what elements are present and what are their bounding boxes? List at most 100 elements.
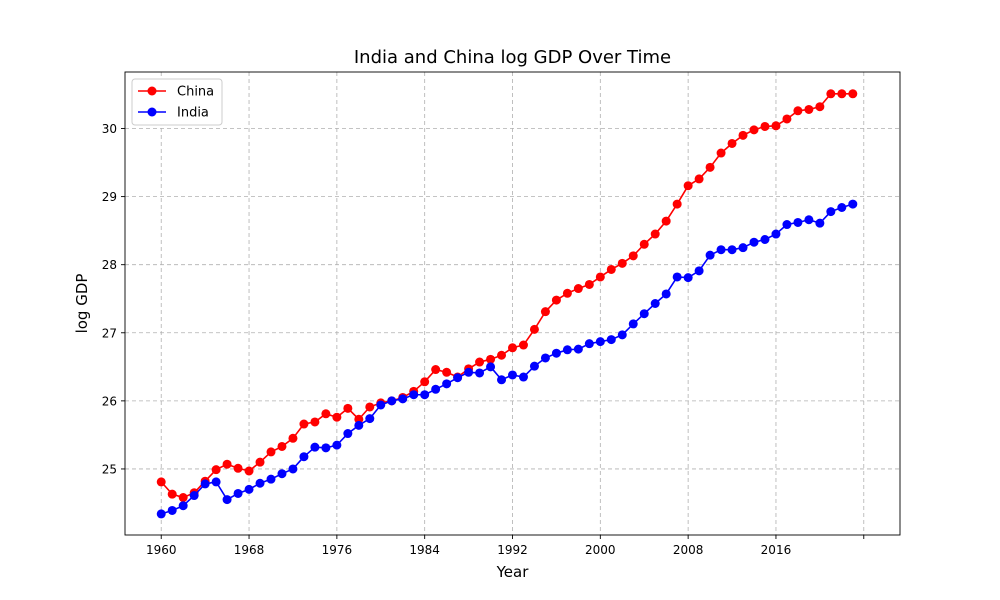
china-data-point [672, 199, 682, 209]
legend-india-marker [147, 107, 157, 117]
china-data-point [815, 102, 825, 112]
india-data-point [299, 452, 309, 462]
india-data-point [518, 372, 528, 382]
china-data-point [178, 493, 188, 503]
india-data-point [716, 245, 726, 255]
india-data-point [793, 217, 803, 227]
y-tick-label: 30 [102, 122, 117, 136]
china-data-point [365, 402, 375, 412]
india-data-point [837, 203, 847, 212]
india-data-point [529, 361, 539, 371]
india-data-point [508, 370, 517, 380]
china-data-point [299, 419, 309, 429]
legend-india-label: India [177, 106, 209, 121]
china-series-line [160, 92, 853, 499]
india-data-point [551, 348, 561, 358]
y-tick-label: 26 [102, 394, 117, 408]
india-data-point [584, 339, 594, 349]
china-data-point [848, 89, 858, 99]
india-data-point [464, 367, 474, 377]
china-data-point [738, 130, 748, 140]
india-data-point [398, 394, 408, 404]
china-data-point [683, 181, 693, 191]
china-data-point [266, 447, 276, 457]
y-tick-label: 27 [102, 326, 117, 340]
china-data-point [277, 441, 287, 451]
x-tick-label: 2008 [673, 543, 704, 557]
china-data-point [760, 121, 770, 131]
china-data-point [431, 365, 441, 375]
india-data-point [233, 488, 243, 498]
india-data-point [431, 384, 441, 394]
india-data-point [321, 443, 331, 453]
x-tick-label: 1960 [146, 543, 177, 557]
india-data-point [760, 235, 770, 244]
china-data-point [508, 343, 517, 353]
india-data-point [156, 509, 166, 519]
india-data-point [387, 396, 397, 406]
china-data-point [420, 377, 430, 387]
india-series-line [160, 203, 854, 515]
china-data-point [573, 284, 583, 294]
india-data-point [628, 319, 638, 329]
y-tick-label: 29 [102, 190, 117, 204]
legend-china-marker [147, 86, 157, 96]
india-data-point [277, 469, 287, 479]
china-data-point [310, 417, 320, 427]
china-data-point [606, 264, 616, 274]
china-data-point [233, 463, 243, 473]
india-data-point [409, 390, 419, 400]
grid [125, 72, 900, 535]
india-data-point [497, 375, 507, 385]
china-data-point [837, 89, 847, 99]
china-data-point [727, 138, 737, 148]
china-data-point [540, 307, 550, 317]
india-data-point [178, 501, 188, 511]
india-data-point [650, 299, 660, 308]
india-data-point [749, 237, 759, 247]
china-data-point [584, 279, 594, 289]
series-group [156, 89, 858, 519]
india-data-point [189, 491, 199, 501]
india-data-point [661, 289, 671, 299]
india-data-point [486, 362, 496, 372]
india-data-point [804, 215, 814, 225]
india-data-point [354, 420, 364, 430]
india-data-point [332, 440, 342, 450]
india-data-point [826, 207, 836, 217]
series-india [156, 199, 858, 519]
china-data-point [288, 433, 298, 443]
y-axis-label: log GDP [73, 274, 91, 334]
china-data-point [332, 412, 342, 422]
series-china [156, 89, 858, 503]
india-data-point [573, 344, 583, 354]
china-data-point [628, 251, 638, 261]
china-data-point [617, 258, 627, 268]
india-data-point [639, 309, 649, 319]
india-data-point [365, 414, 375, 424]
india-data-point [771, 229, 781, 239]
india-data-point [453, 373, 463, 383]
legend-china-label: China [177, 85, 214, 100]
y-tick-label: 28 [102, 258, 117, 272]
china-data-point [156, 477, 166, 487]
india-data-point [211, 477, 221, 487]
x-tick-label: 1976 [322, 543, 353, 557]
legend: China India [131, 78, 223, 126]
india-data-point [705, 250, 715, 260]
china-data-point [793, 106, 803, 116]
india-data-point [200, 479, 210, 489]
india-data-point [727, 245, 737, 255]
y-axis: 25 26 27 28 29 30 [102, 122, 125, 476]
india-data-point [222, 495, 232, 505]
india-data-point [694, 266, 704, 276]
y-tick-label: 25 [102, 462, 117, 476]
china-data-point [782, 114, 792, 124]
china-data-point [529, 324, 539, 334]
india-data-point [475, 368, 485, 378]
china-data-point [211, 465, 221, 475]
india-data-point [420, 390, 430, 400]
india-data-point [343, 429, 353, 439]
india-data-point [738, 243, 748, 253]
